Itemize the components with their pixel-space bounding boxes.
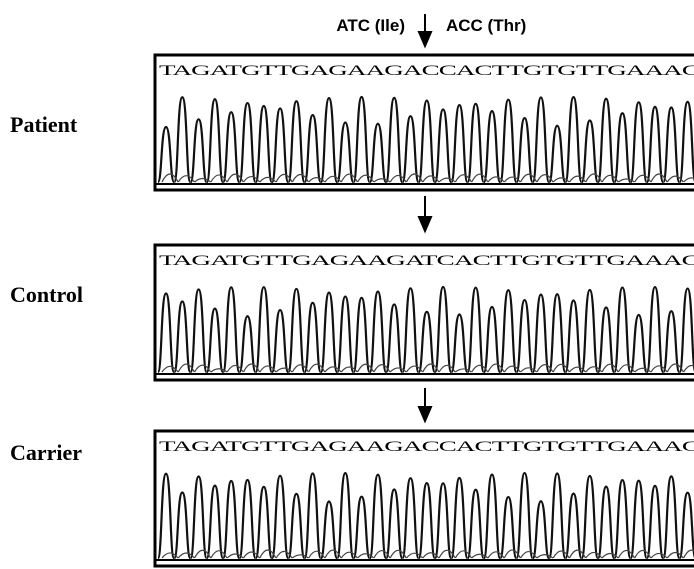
panel-label: Control — [10, 282, 83, 307]
chromatogram-peaks — [156, 285, 694, 374]
sequence: TAGATGTTGAGAAGATCACTTGTGTTGAAAC — [159, 253, 694, 269]
panel-label: Patient — [10, 112, 78, 137]
chromatogram-baseline — [161, 549, 694, 559]
sequence: TAGATGTTGAGAAGACCACTTGTGTTGAAAC — [159, 439, 694, 455]
right-codon: ACC (Thr) — [446, 16, 526, 35]
panel-label: Carrier — [10, 440, 82, 465]
left-codon: ATC (Ile) — [336, 16, 405, 35]
chromatogram-peaks — [156, 471, 694, 560]
chromatogram-peaks — [156, 95, 694, 184]
chromatogram-baseline — [161, 173, 694, 183]
arrows — [417, 14, 433, 424]
chromatogram-baseline — [161, 363, 694, 373]
panels: Patient TAGATGTTGAGAAGACCACTTGTGTTGAAAC Co… — [10, 53, 694, 568]
sequence: TAGATGTTGAGAAGACCACTTGTGTTGAAAC — [159, 63, 694, 79]
